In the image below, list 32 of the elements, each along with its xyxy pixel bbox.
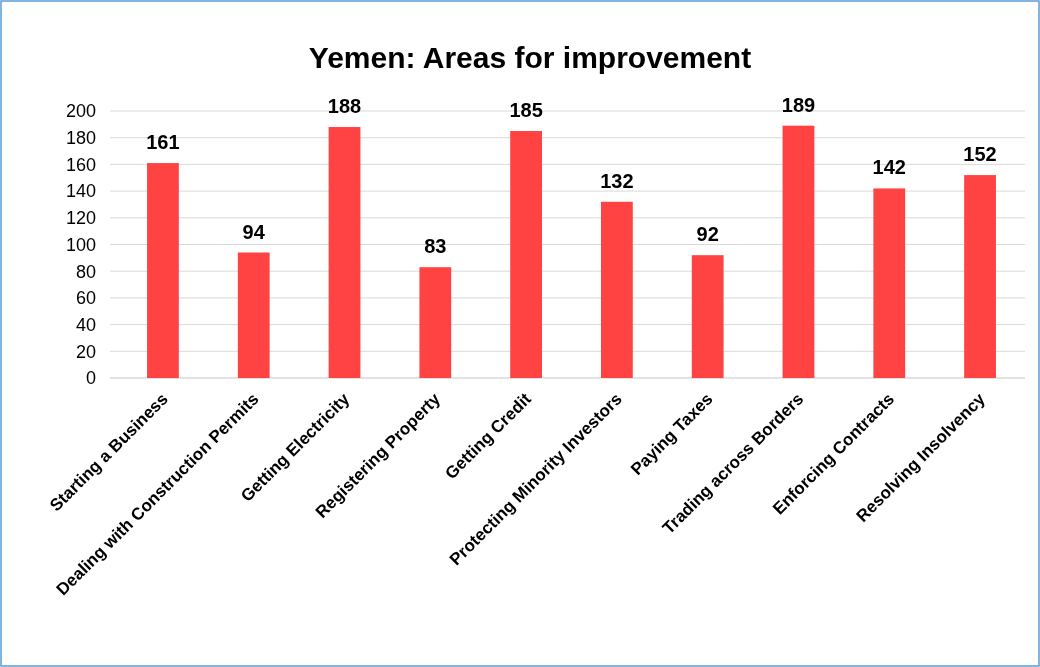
bar	[237, 252, 270, 378]
bar	[964, 175, 996, 378]
y-tick-label: 80	[75, 261, 96, 282]
bar	[147, 163, 179, 378]
bar	[601, 201, 633, 378]
data-label: 185	[509, 99, 543, 122]
bar	[328, 127, 361, 378]
y-tick-label: 100	[65, 234, 96, 255]
y-tick-label: 0	[85, 368, 96, 389]
bar	[691, 255, 724, 378]
y-tick-label: 40	[75, 314, 96, 335]
data-label: 92	[696, 223, 719, 246]
data-label: 94	[242, 220, 266, 243]
data-label: 161	[146, 131, 180, 154]
y-tick-label: 60	[75, 288, 96, 309]
y-tick-label: 180	[65, 128, 96, 148]
data-label: 83	[424, 235, 447, 258]
data-label: 189	[781, 93, 816, 116]
y-tick-label: 20	[75, 341, 96, 362]
chart-title: Yemen: Areas for improvement	[308, 41, 752, 74]
bar	[510, 131, 542, 378]
data-label: 132	[600, 169, 634, 192]
data-label: 142	[872, 156, 906, 179]
bar	[419, 267, 452, 378]
bar	[782, 125, 815, 378]
y-tick-label: 140	[65, 181, 96, 202]
y-tick-label: 120	[65, 208, 96, 229]
bar	[873, 188, 906, 378]
y-tick-label: 200	[65, 101, 96, 122]
data-label: 152	[963, 143, 997, 166]
y-tick-label: 160	[65, 154, 96, 175]
data-label: 188	[327, 95, 362, 118]
